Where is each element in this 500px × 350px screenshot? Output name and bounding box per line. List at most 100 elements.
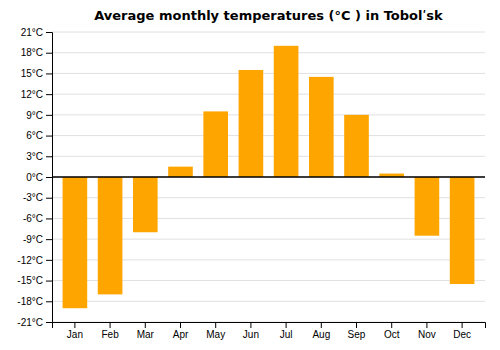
- tick: Jun: [243, 322, 259, 340]
- bar: [344, 115, 369, 177]
- tick: 12°C: [21, 89, 52, 100]
- tick: Oct: [384, 322, 400, 340]
- grid-line: [52, 114, 485, 115]
- tick-label: -6°C: [23, 213, 43, 224]
- tick-mark: [46, 73, 52, 74]
- bar: [309, 77, 334, 177]
- tick: Nov: [418, 322, 436, 340]
- tick-label: -15°C: [17, 275, 43, 286]
- axis-line: [53, 323, 486, 329]
- tick: 3°C: [26, 151, 52, 162]
- tick-label: Dec: [453, 329, 471, 340]
- tick-mark: [46, 156, 52, 157]
- zero-line: [52, 176, 485, 178]
- tick-mark: [250, 322, 251, 328]
- tick: -21°C: [17, 317, 52, 328]
- tick-mark: [391, 322, 392, 328]
- tick-label: 0°C: [26, 172, 43, 183]
- tick: Aug: [312, 322, 330, 340]
- axis-line: [46, 33, 53, 323]
- tick-label: -3°C: [23, 192, 43, 203]
- tick: 21°C: [21, 27, 52, 38]
- tick-mark: [286, 322, 287, 328]
- tick-label: Mar: [137, 329, 155, 340]
- bar: [63, 177, 88, 308]
- tick-label: May: [206, 329, 225, 340]
- bar: [239, 70, 264, 177]
- tick: May: [206, 322, 225, 340]
- tick-mark: [46, 322, 52, 323]
- grid-line: [52, 52, 485, 53]
- tick: -18°C: [17, 296, 52, 307]
- bar: [203, 111, 228, 177]
- grid-line: [52, 135, 485, 136]
- tick-label: 3°C: [26, 151, 43, 162]
- grid-line: [52, 177, 485, 178]
- tick: Mar: [137, 322, 155, 340]
- tick-mark: [46, 177, 52, 178]
- tick: 0°C: [26, 172, 52, 183]
- tick: -9°C: [23, 234, 52, 245]
- tick-mark: [74, 322, 75, 328]
- plot: -21°C-18°C-15°C-12°C-9°C-6°C-3°C0°C3°C6°…: [17, 27, 485, 340]
- tick-mark: [46, 281, 52, 282]
- tick-mark: [356, 322, 357, 328]
- tick-label: Jun: [243, 329, 259, 340]
- grid-line: [52, 301, 485, 302]
- bar: [274, 46, 299, 177]
- tick-mark: [215, 322, 216, 328]
- tick-label: Aug: [312, 329, 330, 340]
- tick: Sep: [348, 322, 366, 340]
- tick-mark: [462, 322, 463, 328]
- tick-label: -21°C: [17, 317, 43, 328]
- bar: [98, 177, 123, 294]
- tick-label: Feb: [101, 329, 119, 340]
- tick: Dec: [453, 322, 471, 340]
- tick: Apr: [173, 322, 189, 340]
- tick-mark: [46, 239, 52, 240]
- tick: 9°C: [26, 110, 52, 121]
- tick: -15°C: [17, 275, 52, 286]
- tick-mark: [46, 115, 52, 116]
- tick-mark: [46, 94, 52, 95]
- tick: Jul: [280, 322, 293, 340]
- y-axis: -21°C-18°C-15°C-12°C-9°C-6°C-3°C0°C3°C6°…: [17, 27, 52, 328]
- tick: Feb: [101, 322, 119, 340]
- tick-label: 12°C: [21, 89, 43, 100]
- bar: [133, 177, 158, 232]
- grid-line: [52, 32, 485, 33]
- grid-line: [52, 94, 485, 95]
- x-axis: Jan Feb Mar Apr May Jun Jul Aug Sep Oct Nov Dec: [53, 322, 486, 340]
- title: Average monthly temperatures (°C ) in To…: [94, 8, 443, 23]
- tick-mark: [46, 218, 52, 219]
- tick-mark: [46, 136, 52, 137]
- grid-line: [52, 156, 485, 157]
- tick: 18°C: [21, 47, 52, 58]
- tick: Jan: [67, 322, 83, 340]
- tick-mark: [321, 322, 322, 328]
- tick-label: Nov: [418, 329, 436, 340]
- grid-line: [52, 73, 485, 74]
- tick-label: Sep: [348, 329, 366, 340]
- tick-label: 15°C: [21, 68, 43, 79]
- grid: [52, 32, 485, 322]
- tick-label: Jul: [280, 329, 293, 340]
- tick-label: 6°C: [26, 130, 43, 141]
- tick-mark: [145, 322, 146, 328]
- tick-label: Oct: [384, 329, 400, 340]
- tick-label: -18°C: [17, 296, 43, 307]
- tick-label: 18°C: [21, 47, 43, 58]
- tick-label: Jan: [67, 329, 83, 340]
- tick-label: Apr: [173, 329, 189, 340]
- tick-label: 9°C: [26, 110, 43, 121]
- bar: [415, 177, 440, 236]
- bar: [168, 167, 193, 177]
- bar: [450, 177, 475, 284]
- tick: -6°C: [23, 213, 52, 224]
- tick: 15°C: [21, 68, 52, 79]
- tick-mark: [426, 322, 427, 328]
- tick: -3°C: [23, 192, 52, 203]
- tick-mark: [46, 32, 52, 33]
- tick-mark: [46, 198, 52, 199]
- tick-label: 21°C: [21, 27, 43, 38]
